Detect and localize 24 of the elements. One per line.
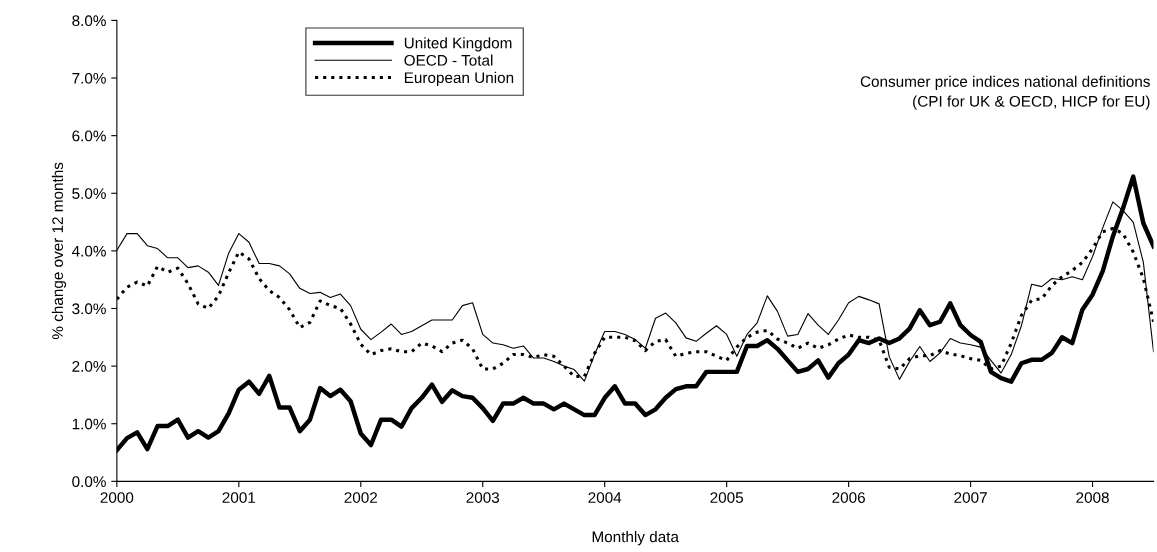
y-tick-label: 3.0% — [72, 303, 106, 315]
y-tick-label: 2.0% — [72, 360, 106, 372]
y-tick-label: 0.0% — [72, 476, 106, 488]
y-tick-label: 5.0% — [72, 188, 106, 199]
y-tick-label: 7.0% — [72, 72, 106, 84]
y-tick-label: 4.0% — [71, 245, 106, 257]
x-tick-label: 2000 — [100, 492, 134, 503]
legend-label: European Union — [404, 71, 514, 87]
y-tick-label: 1.0% — [72, 418, 106, 430]
x-axis-title: Monthly data — [592, 531, 679, 546]
x-tick-label: 2008 — [1076, 492, 1109, 503]
x-tick-label: 2006 — [832, 492, 865, 503]
y-axis-title: % change over 12 months — [51, 162, 67, 340]
x-tick-label: 2005 — [710, 492, 744, 503]
x-tick-label: 2001 — [222, 492, 256, 503]
y-tick-label: 8.0% — [72, 15, 106, 27]
legend-label: OECD - Total — [404, 54, 493, 66]
x-tick-label: 2003 — [466, 492, 500, 503]
x-tick-label: 2007 — [954, 492, 987, 503]
x-tick-label: 2004 — [588, 492, 622, 503]
legend-label: United Kingdom — [404, 37, 512, 52]
annotation: Consumer price indices national definitions (CPI for UK & OECD, HICP for EU) — [860, 75, 1150, 110]
y-tick-label: 6.0% — [72, 130, 106, 142]
x-tick-label: 2002 — [344, 492, 378, 503]
